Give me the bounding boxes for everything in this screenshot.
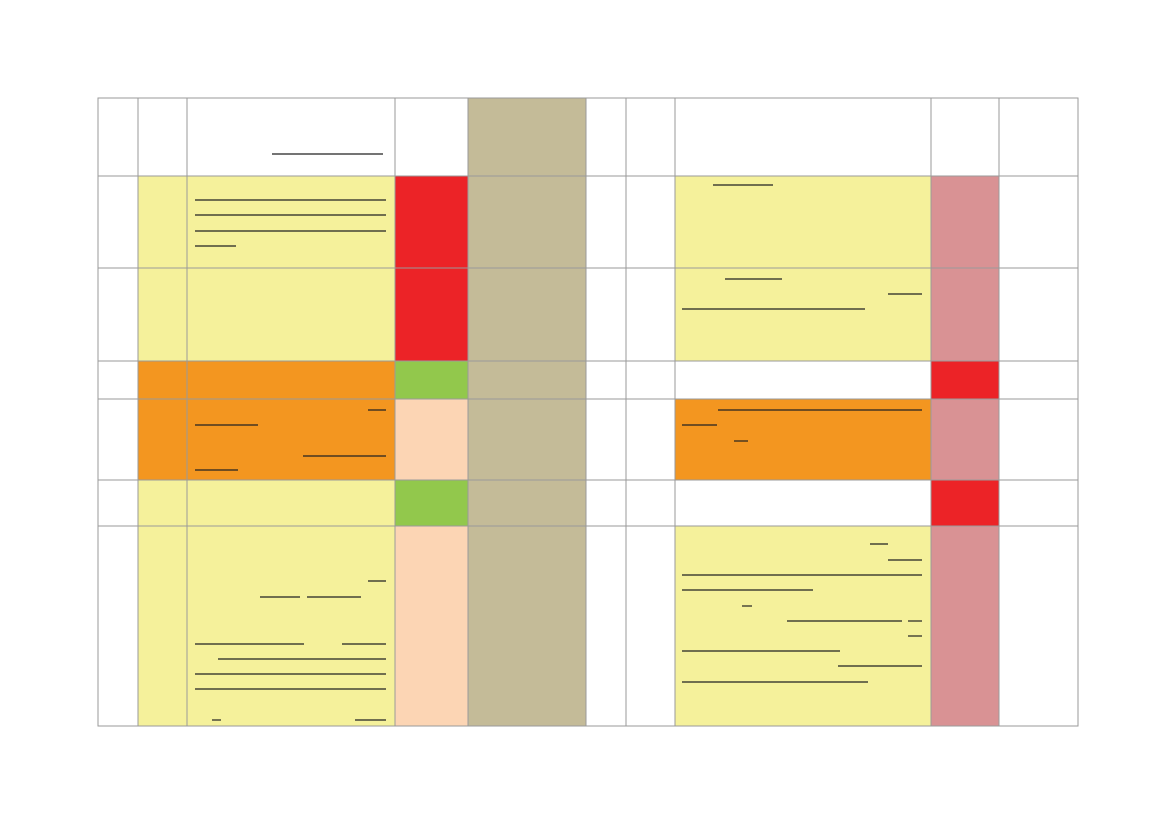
cell [931,176,999,268]
cell [675,268,931,361]
cell [395,526,468,726]
cell [675,399,931,480]
cell [931,399,999,480]
row-6 [138,480,999,526]
cell [138,268,395,361]
cell [138,399,395,480]
cell [395,361,468,399]
cell [931,268,999,361]
cell [138,361,395,399]
cell [395,176,468,268]
cell [138,526,395,726]
underlines [195,153,922,721]
cell [931,526,999,726]
row-7 [138,526,999,726]
cell [931,361,999,399]
cell [395,399,468,480]
grid [97,97,1079,727]
table-border [97,97,1079,727]
cell [675,176,931,268]
cell [675,526,931,726]
row-4 [138,361,999,399]
row-3 [138,268,999,361]
cell [138,480,395,526]
cell [138,176,395,268]
cell-tan-column [468,98,586,726]
cell [395,268,468,361]
row-2 [138,176,999,268]
cell [931,480,999,526]
cell [395,480,468,526]
row-5 [138,399,999,480]
